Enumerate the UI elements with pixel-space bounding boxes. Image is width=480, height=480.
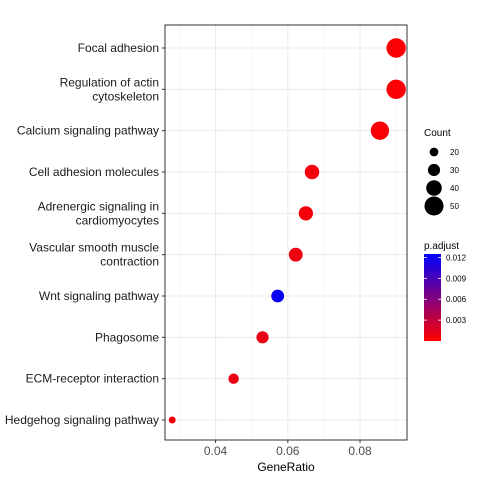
p-adjust-legend-label: 0.006 <box>446 295 467 304</box>
plot-panel <box>164 24 408 441</box>
p-adjust-legend-title: p.adjust <box>424 241 459 252</box>
y-tick-label: Wnt signaling pathway <box>39 289 159 303</box>
data-point <box>228 373 239 384</box>
p-adjust-legend-label: 0.003 <box>446 316 467 325</box>
count-legend-key <box>427 163 441 177</box>
x-tick-label: 0.08 <box>348 444 372 458</box>
y-tick-label: Calcium signaling pathway <box>17 124 159 138</box>
y-tick-label: Regulation of actin cytoskeleton <box>60 75 159 103</box>
y-tick-label: Phagosome <box>95 330 159 344</box>
count-legend-label: 50 <box>450 202 459 211</box>
data-point <box>304 164 320 180</box>
data-point <box>298 206 313 221</box>
count-legend-key <box>426 180 442 196</box>
x-axis-title: GeneRatio <box>257 460 315 474</box>
p-adjust-colorbar <box>424 254 441 341</box>
data-point <box>370 121 390 140</box>
y-tick-label: Cell adhesion molecules <box>29 165 159 179</box>
data-point <box>256 331 269 344</box>
count-legend: Count 20 30 40 50 <box>424 128 459 216</box>
x-axis-ticks: 0.04 0.06 0.08 <box>204 440 372 458</box>
data-point <box>386 79 406 100</box>
count-legend-label: 20 <box>450 148 459 157</box>
grid-lines <box>165 25 407 440</box>
p-adjust-legend-label: 0.012 <box>446 253 467 262</box>
y-tick-label: Adrenergic signaling in cardiomyocytes <box>38 199 159 227</box>
y-axis-labels: Focal adhesion Regulation of actin cytoske… <box>5 41 165 427</box>
count-legend-label: 30 <box>450 166 459 175</box>
y-tick-label: Hedgehog signaling pathway <box>5 413 159 427</box>
count-legend-title: Count <box>424 128 451 139</box>
count-legend-key <box>429 147 439 157</box>
x-tick-label: 0.04 <box>204 444 228 458</box>
x-tick-label: 0.06 <box>276 444 300 458</box>
data-point <box>386 38 406 58</box>
data-point <box>168 416 176 424</box>
count-legend-key <box>424 196 444 216</box>
p-adjust-legend-label: 0.009 <box>446 274 467 283</box>
data-point <box>271 289 285 303</box>
count-legend-label: 40 <box>450 184 459 193</box>
y-tick-label: Vascular smooth muscle contraction <box>29 241 159 269</box>
y-tick-label: Focal adhesion <box>78 41 159 55</box>
data-points <box>168 38 406 424</box>
data-point <box>288 247 303 262</box>
y-tick-label: ECM-receptor interaction <box>26 372 159 386</box>
